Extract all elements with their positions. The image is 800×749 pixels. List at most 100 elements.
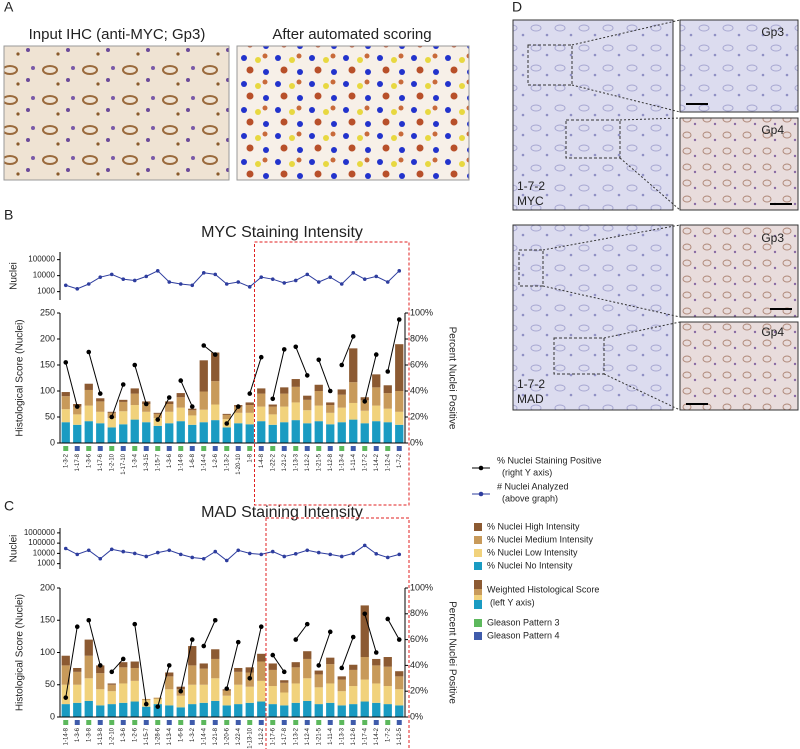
- percent-point: [155, 417, 161, 422]
- nuclei-point: [374, 274, 379, 279]
- gleason-marker: [247, 720, 253, 725]
- gleason-marker: [132, 446, 138, 451]
- nuclei-point: [397, 552, 402, 557]
- nuclei-point: [63, 546, 68, 551]
- bar-segment: [199, 422, 208, 443]
- gleason-marker: [74, 720, 80, 725]
- x-tick-label: 1-12-4: [385, 453, 391, 471]
- bar-segment: [73, 702, 82, 717]
- gleason-marker: [362, 720, 368, 725]
- bar-segment: [257, 388, 266, 394]
- percent-point: [247, 391, 253, 396]
- legend-label: (right Y axis): [502, 467, 552, 477]
- y-tick-label: 100: [40, 647, 55, 657]
- inset-image: [679, 224, 799, 318]
- x-tick-label: 1-3-6: [86, 453, 92, 468]
- nuclei-point: [178, 552, 183, 557]
- percent-link: [203, 620, 216, 647]
- bar-segment: [176, 407, 185, 422]
- bar-segment: [291, 683, 300, 703]
- ihc-image: [3, 45, 230, 181]
- gleason-marker: [201, 720, 207, 725]
- nuclei-point: [339, 554, 344, 559]
- gleason-marker: [350, 446, 356, 451]
- gleason-marker: [86, 720, 92, 725]
- bar-segment: [326, 683, 335, 703]
- bar-segment: [119, 401, 128, 412]
- bar-segment: [303, 395, 312, 400]
- percent-point: [304, 621, 310, 627]
- gleason-marker: [166, 720, 172, 725]
- bar-segment: [84, 421, 93, 443]
- x-tick-label: 1-4-8: [259, 453, 265, 468]
- y-tick-label: 1000000: [24, 528, 56, 537]
- gleason-marker: [235, 720, 241, 725]
- bar-segment: [199, 663, 208, 669]
- percent-point: [120, 382, 126, 387]
- bar-segment: [303, 658, 312, 679]
- bar-segment: [84, 700, 93, 717]
- bar-segment: [360, 657, 369, 680]
- gleason-marker: [224, 720, 230, 725]
- bar-segment: [119, 399, 128, 402]
- gleason-marker: [189, 446, 195, 451]
- bar-segment: [61, 409, 70, 423]
- percent-point: [385, 369, 391, 374]
- gleason-marker: [396, 720, 402, 725]
- bar-segment: [303, 651, 312, 659]
- percent-point: [270, 652, 276, 658]
- bar-segment: [383, 686, 392, 705]
- gleason-marker: [327, 446, 333, 451]
- bar-segment: [280, 680, 289, 683]
- bar-segment: [130, 405, 139, 420]
- nuclei-line: [65, 544, 400, 562]
- zoom-box: [527, 44, 573, 86]
- bar-segment: [395, 705, 404, 717]
- bar-segment: [176, 421, 185, 443]
- bar-segment: [245, 686, 254, 703]
- x-tick-label: 1-20-10: [236, 453, 242, 474]
- bar-segment: [349, 382, 358, 403]
- x-tick-label: 1-15-7: [155, 453, 161, 471]
- nuclei-point: [305, 272, 310, 277]
- gleason-marker: [396, 446, 402, 451]
- gleason-marker: [270, 720, 276, 725]
- percent-link: [295, 623, 308, 640]
- legend-label: (above graph): [502, 493, 558, 503]
- percent-point: [350, 634, 356, 640]
- gleason-marker: [235, 446, 241, 451]
- bar-segment: [395, 676, 404, 690]
- inset-label: Gp4: [761, 325, 784, 339]
- bar-segment: [96, 401, 105, 412]
- gleason-marker: [258, 446, 264, 451]
- bar-segment: [314, 391, 323, 406]
- percent-point: [350, 334, 356, 339]
- bar-segment: [245, 667, 254, 673]
- bar-segment: [234, 412, 243, 424]
- bar-segment: [326, 405, 335, 413]
- nuclei-point: [144, 554, 149, 559]
- bar-segment: [84, 678, 93, 701]
- bar-segment: [303, 423, 312, 443]
- gleason-marker: [212, 446, 218, 451]
- bar-segment: [188, 646, 197, 666]
- percent-link: [249, 357, 262, 394]
- y2-tick-label: 40%: [410, 660, 428, 670]
- x-tick-label: 1-13-3: [293, 453, 299, 471]
- bar-segment: [107, 427, 116, 443]
- bar-segment: [360, 679, 369, 702]
- bar-segment: [257, 406, 266, 422]
- x-tick-label: 1-13-4: [167, 727, 173, 745]
- nuclei-point: [259, 552, 264, 557]
- gleason-marker: [224, 446, 230, 451]
- percent-point: [189, 404, 195, 409]
- y-tick-label: 0: [50, 437, 55, 447]
- legend-swatch: [474, 549, 482, 557]
- bar-segment: [314, 421, 323, 443]
- percent-point: [362, 611, 368, 617]
- zoom-box: [565, 119, 621, 159]
- y2-tick-label: 0%: [410, 711, 423, 721]
- x-tick-label: 1-14-8: [178, 453, 184, 471]
- bar-segment: [372, 683, 381, 703]
- bar-segment: [314, 687, 323, 705]
